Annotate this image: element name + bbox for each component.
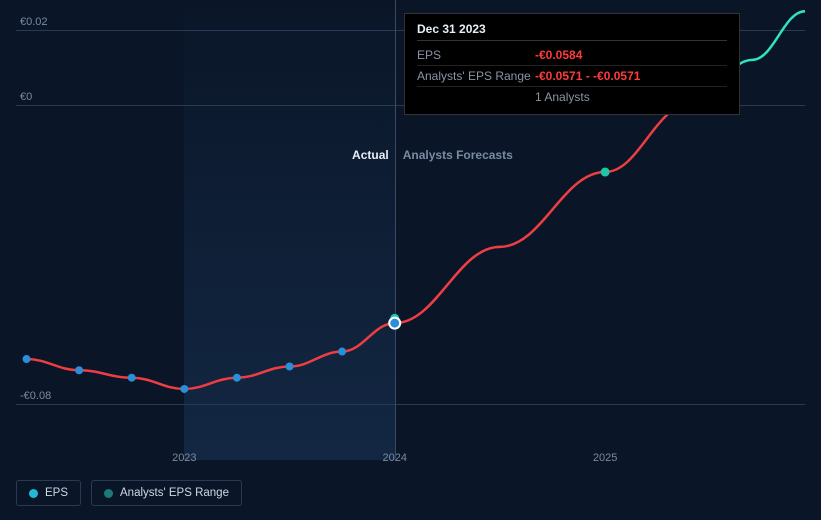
tooltip-row: Analysts' EPS Range-€0.0571 - -€0.0571: [417, 66, 727, 87]
tooltip-row-value: -€0.0571 - -€0.0571: [535, 69, 727, 83]
tooltip-row-key: EPS: [417, 48, 535, 62]
eps-marker[interactable]: [128, 374, 136, 382]
eps-forecast-chart: €0.02€0-€0.08202320242025ActualAnalysts …: [0, 0, 821, 520]
legend-color-dot: [104, 489, 113, 498]
legend-color-dot: [29, 489, 38, 498]
tooltip-row-key: Analysts' EPS Range: [417, 69, 535, 83]
legend-label: EPS: [45, 487, 68, 499]
line-actual[interactable]: [27, 323, 395, 389]
tooltip: Dec 31 2023 EPS-€0.0584Analysts' EPS Ran…: [404, 13, 740, 115]
eps-marker[interactable]: [75, 366, 83, 374]
legend-eps-range-toggle[interactable]: Analysts' EPS Range: [91, 480, 242, 506]
eps-marker[interactable]: [233, 374, 241, 382]
tooltip-analyst-count: 1 Analysts: [417, 87, 727, 104]
eps-marker-active[interactable]: [389, 318, 400, 329]
eps-range-marker[interactable]: [601, 168, 610, 177]
legend-label: Analysts' EPS Range: [120, 487, 229, 499]
eps-marker[interactable]: [286, 363, 294, 371]
eps-marker[interactable]: [338, 348, 346, 356]
eps-marker[interactable]: [180, 385, 188, 393]
line-forecast-below-zero[interactable]: [395, 105, 690, 323]
tooltip-row: EPS-€0.0584: [417, 45, 727, 66]
legend: EPS Analysts' EPS Range: [16, 480, 242, 506]
legend-eps-toggle[interactable]: EPS: [16, 480, 81, 506]
tooltip-row-value: -€0.0584: [535, 48, 727, 62]
eps-marker[interactable]: [23, 355, 31, 363]
tooltip-date: Dec 31 2023: [417, 22, 727, 41]
